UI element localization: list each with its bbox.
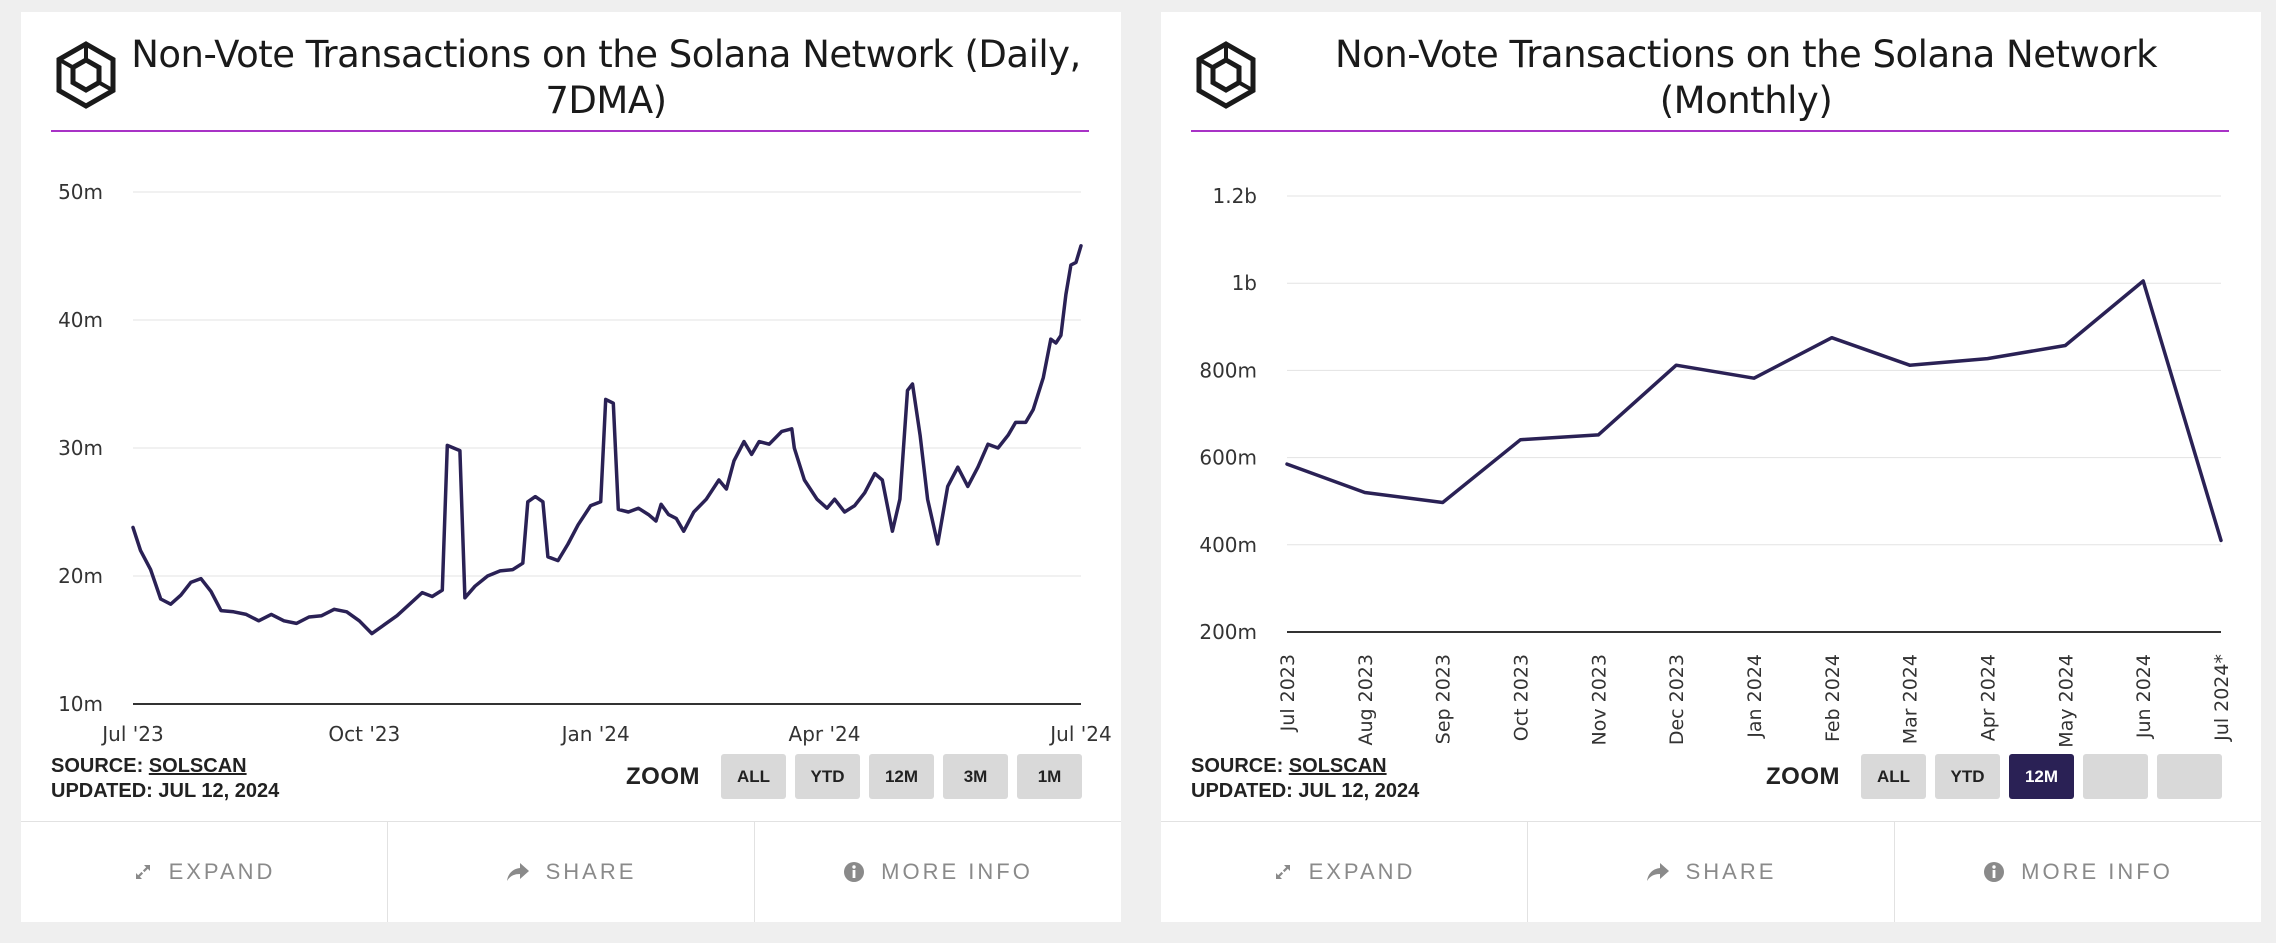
x-tick-label: Oct '23 xyxy=(328,722,400,746)
share-button[interactable]: SHARE xyxy=(1527,822,1894,922)
title-divider xyxy=(1191,130,2229,132)
zoom-disabled-button[interactable] xyxy=(2083,754,2148,799)
chart-card-monthly: Non-Vote Transactions on the Solana Netw… xyxy=(1161,12,2261,922)
daily-line-chart: 10m 20m 30m 40m 50m Jul '23 Oct '23 Jan '24 Apr … xyxy=(58,180,1112,746)
share-arrow-icon xyxy=(506,863,529,881)
source-label: SOURCE: xyxy=(1191,755,1284,777)
title-divider xyxy=(51,130,1089,132)
more-info-label: MORE INFO xyxy=(881,859,1033,884)
info-circle-icon xyxy=(1984,862,2005,882)
source-link[interactable]: SOLSCAN xyxy=(148,755,247,777)
chart-title: Non-Vote Transactions on the Solana Netw… xyxy=(131,33,1081,122)
x-tick-label: Jul 2023 xyxy=(1277,654,1299,732)
share-arrow-icon xyxy=(1646,863,1669,881)
zoom-label: ZOOM xyxy=(626,762,700,790)
y-tick-label: 30m xyxy=(58,436,103,460)
expand-label: EXPAND xyxy=(168,859,276,884)
x-tick-label: Dec 2023 xyxy=(1666,654,1688,745)
zoom-12m-button[interactable]: 12M xyxy=(2009,754,2074,799)
share-label: SHARE xyxy=(1685,859,1777,884)
card-footer: EXPAND SHARE MORE INFO xyxy=(21,821,1121,922)
expand-button[interactable]: EXPAND xyxy=(1161,822,1527,922)
y-tick-label: 200m xyxy=(1199,620,1257,644)
y-tick-label: 600m xyxy=(1199,446,1257,470)
info-circle-icon xyxy=(844,862,865,882)
x-tick-label: Nov 2023 xyxy=(1588,654,1610,745)
expand-button[interactable]: EXPAND xyxy=(21,822,387,922)
more-info-button[interactable]: MORE INFO xyxy=(1894,822,2261,922)
x-tick-label: Jun 2024 xyxy=(2133,654,2155,739)
updated-date: UPDATED: JUL 12, 2024 xyxy=(51,780,280,802)
zoom-ytd-button[interactable]: YTD xyxy=(795,754,860,799)
zoom-disabled-button[interactable] xyxy=(2157,754,2222,799)
y-tick-label: 400m xyxy=(1199,533,1257,557)
y-tick-label: 1b xyxy=(1232,271,1257,295)
monthly-line-chart: 200m 400m 600m 800m 1b 1.2b Jul 2023 Aug 2023 Se… xyxy=(1199,184,2233,748)
zoom-controls: ZOOM ALL YTD 12M xyxy=(1766,754,2222,799)
expand-arrows-icon xyxy=(135,865,150,879)
y-tick-label: 10m xyxy=(58,692,103,716)
series-line xyxy=(1285,279,2223,543)
cube-logo-icon xyxy=(1196,41,1256,109)
x-tick-label: Jul 2024* xyxy=(2211,654,2233,742)
y-tick-label: 20m xyxy=(58,564,103,588)
card-footer: EXPAND SHARE MORE INFO xyxy=(1161,821,2261,922)
updated-date: UPDATED: JUL 12, 2024 xyxy=(1191,780,1420,802)
y-tick-label: 40m xyxy=(58,308,103,332)
chart-title: Non-Vote Transactions on the Solana Netw… xyxy=(1334,33,2158,122)
y-tick-label: 800m xyxy=(1199,358,1257,382)
zoom-label: ZOOM xyxy=(1766,762,1840,790)
cube-logo-icon xyxy=(56,41,116,109)
x-tick-label: May 2024 xyxy=(2055,654,2077,748)
chart-card-daily: Non-Vote Transactions on the Solana Netw… xyxy=(21,12,1121,922)
expand-arrows-icon xyxy=(1275,865,1290,879)
zoom-all-button[interactable]: ALL xyxy=(1861,754,1926,799)
zoom-1m-button[interactable]: 1M xyxy=(1017,754,1082,799)
y-tick-label: 1.2b xyxy=(1212,184,1257,208)
zoom-controls: ZOOM ALL YTD 12M 3M 1M xyxy=(626,754,1082,799)
source-info: SOURCE: SOLSCAN UPDATED: JUL 12, 2024 xyxy=(1191,754,1419,804)
x-tick-label: Jul '24 xyxy=(1048,722,1111,746)
share-label: SHARE xyxy=(545,859,637,884)
y-tick-label: 50m xyxy=(58,180,103,204)
x-tick-label: Sep 2023 xyxy=(1433,654,1455,744)
x-tick-label: Aug 2023 xyxy=(1355,654,1377,746)
x-tick-label: Jan '24 xyxy=(560,722,630,746)
series-line xyxy=(131,244,1083,636)
share-button[interactable]: SHARE xyxy=(387,822,754,922)
x-tick-label: Jul '23 xyxy=(100,722,163,746)
zoom-all-button[interactable]: ALL xyxy=(721,754,786,799)
x-tick-label: Oct 2023 xyxy=(1511,654,1533,741)
zoom-ytd-button[interactable]: YTD xyxy=(1935,754,2000,799)
x-tick-label: Apr '24 xyxy=(789,722,861,746)
more-info-button[interactable]: MORE INFO xyxy=(754,822,1121,922)
zoom-12m-button[interactable]: 12M xyxy=(869,754,934,799)
source-info: SOURCE: SOLSCAN UPDATED: JUL 12, 2024 xyxy=(51,754,279,804)
source-link[interactable]: SOLSCAN xyxy=(1288,755,1387,777)
source-label: SOURCE: xyxy=(51,755,144,777)
x-tick-label: Mar 2024 xyxy=(1900,654,1922,744)
x-tick-label: Apr 2024 xyxy=(1978,654,2000,741)
expand-label: EXPAND xyxy=(1308,859,1416,884)
zoom-3m-button[interactable]: 3M xyxy=(943,754,1008,799)
x-tick-label: Jan 2024 xyxy=(1744,654,1766,739)
more-info-label: MORE INFO xyxy=(2021,859,2173,884)
x-tick-label: Feb 2024 xyxy=(1822,654,1844,742)
